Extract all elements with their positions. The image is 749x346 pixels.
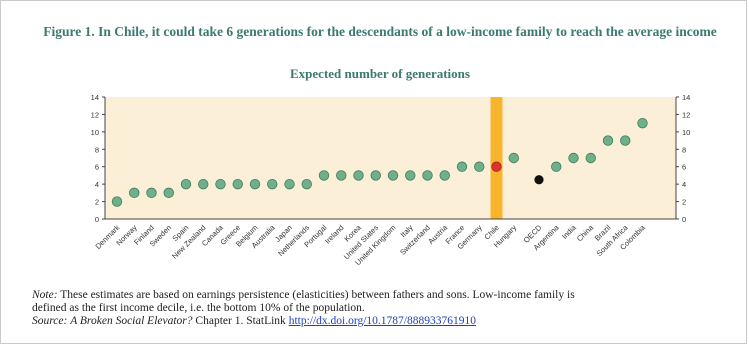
data-point [146, 187, 157, 199]
data-point [215, 178, 226, 190]
points-layer [111, 117, 648, 207]
data-point [301, 178, 312, 190]
data-point [585, 152, 596, 164]
figure-title: Figure 1. In Chile, it could take 6 gene… [43, 24, 717, 39]
axes-layer [104, 97, 677, 220]
data-point [111, 196, 123, 207]
data-point [405, 170, 416, 181]
data-point [370, 170, 381, 181]
note-line-1: Note: These estimates are based on earni… [32, 289, 748, 302]
data-point [249, 178, 261, 190]
y-tick-label-left: 12 [91, 110, 99, 119]
y-tick-label-right: 4 [682, 180, 686, 189]
source-line: Source: A Broken Social Elevator? Chapte… [32, 315, 748, 328]
y-tick-label-left: 14 [91, 93, 99, 102]
highlight-layer [490, 97, 503, 219]
data-point [620, 135, 631, 146]
data-point [267, 178, 278, 190]
y-tick-label-left: 6 [95, 163, 99, 172]
data-point [491, 161, 502, 172]
data-point [198, 178, 209, 190]
source-label: Source: [32, 315, 68, 327]
y-tick-label-left: 2 [95, 198, 99, 207]
note-text-1: These estimates are based on earnings pe… [57, 289, 575, 301]
data-point [180, 178, 192, 190]
plot-background [105, 97, 676, 219]
data-point [456, 161, 468, 172]
y-tick-label-left: 8 [95, 145, 99, 154]
y-tick-label-left: 10 [91, 128, 99, 137]
note-block: Note: These estimates are based on earni… [32, 289, 748, 328]
data-point [551, 161, 562, 172]
data-point [508, 152, 519, 164]
source-rest: Chapter 1. StatLink [192, 315, 289, 327]
data-point [318, 170, 330, 181]
y-tick-label-right: 0 [682, 215, 686, 224]
data-point [232, 178, 243, 190]
data-point [602, 135, 614, 146]
y-tick-label-right: 2 [682, 198, 686, 207]
note-label: Note: [32, 289, 58, 301]
source-title: A Broken Social Elevator? [70, 315, 193, 327]
data-point [353, 170, 364, 181]
data-point [568, 152, 579, 164]
highlight-bar [490, 97, 503, 219]
data-point [439, 170, 450, 181]
y-tick-label-right: 10 [682, 128, 690, 137]
y-tick-label-right: 8 [682, 145, 686, 154]
y-tick-label-right: 6 [682, 163, 686, 172]
x-tick-label: China [575, 222, 596, 243]
data-point [637, 117, 648, 129]
data-point [387, 170, 399, 181]
y-tick-label-right: 14 [682, 93, 690, 102]
chart-subtitle: Expected number of generations [290, 66, 470, 81]
data-point [422, 170, 433, 181]
data-point [534, 175, 544, 185]
y-ticks-layer: 0 0 2 2 4 4 6 6 8 8 10 10 12 12 14 14 [91, 93, 691, 224]
y-tick-label-left: 4 [95, 180, 99, 189]
y-tick-label-left: 0 [95, 215, 99, 224]
statlink[interactable]: http://dx.doi.org/10.1787/888933761910 [288, 315, 476, 327]
data-point [129, 187, 140, 199]
note-line-2: defined as the first income decile, i.e.… [32, 302, 365, 314]
data-point [474, 161, 485, 172]
data-point [163, 187, 174, 199]
y-tick-label-right: 12 [682, 110, 690, 119]
data-point [336, 170, 347, 181]
data-point [284, 178, 295, 190]
x-tick-label: Ireland [323, 223, 346, 246]
